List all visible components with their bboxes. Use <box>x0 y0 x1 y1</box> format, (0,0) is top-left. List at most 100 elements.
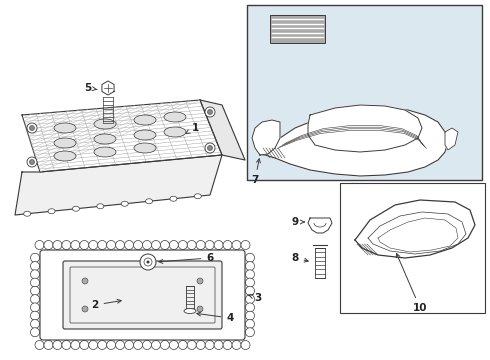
Circle shape <box>53 341 62 350</box>
Circle shape <box>232 341 241 350</box>
Circle shape <box>223 240 232 249</box>
Polygon shape <box>102 81 114 95</box>
Circle shape <box>29 159 34 165</box>
Bar <box>340 183 485 313</box>
Circle shape <box>245 278 254 287</box>
Polygon shape <box>445 128 458 150</box>
Circle shape <box>143 341 151 350</box>
Circle shape <box>245 294 254 303</box>
Ellipse shape <box>94 119 116 129</box>
Circle shape <box>29 126 34 131</box>
Circle shape <box>140 254 156 270</box>
Circle shape <box>98 240 107 249</box>
Circle shape <box>30 262 40 271</box>
Circle shape <box>187 240 196 249</box>
Bar <box>247 5 482 180</box>
Ellipse shape <box>195 194 201 199</box>
Text: 9: 9 <box>292 217 304 227</box>
Ellipse shape <box>94 147 116 157</box>
Polygon shape <box>15 155 222 215</box>
Ellipse shape <box>24 211 31 216</box>
Circle shape <box>196 240 205 249</box>
Circle shape <box>241 240 250 249</box>
Circle shape <box>196 341 205 350</box>
Ellipse shape <box>134 115 156 125</box>
Circle shape <box>205 143 215 153</box>
FancyBboxPatch shape <box>40 250 245 340</box>
Circle shape <box>160 240 170 249</box>
Circle shape <box>44 341 53 350</box>
Circle shape <box>197 278 203 284</box>
Ellipse shape <box>146 199 152 204</box>
Circle shape <box>30 253 40 262</box>
Circle shape <box>124 240 134 249</box>
Circle shape <box>133 341 143 350</box>
Circle shape <box>27 157 37 167</box>
Circle shape <box>30 278 40 287</box>
Circle shape <box>207 109 213 114</box>
Ellipse shape <box>73 206 79 211</box>
Circle shape <box>71 240 80 249</box>
Text: 4: 4 <box>197 312 234 323</box>
Circle shape <box>53 240 62 249</box>
Ellipse shape <box>97 204 104 209</box>
Polygon shape <box>308 105 422 152</box>
Circle shape <box>245 303 254 312</box>
Circle shape <box>232 240 241 249</box>
Circle shape <box>89 240 98 249</box>
Polygon shape <box>252 120 280 155</box>
Text: 3: 3 <box>249 293 262 303</box>
Ellipse shape <box>48 209 55 214</box>
Circle shape <box>30 286 40 295</box>
Circle shape <box>116 341 124 350</box>
Circle shape <box>107 240 116 249</box>
Circle shape <box>107 341 116 350</box>
Circle shape <box>151 240 160 249</box>
Circle shape <box>223 341 232 350</box>
Polygon shape <box>355 200 475 258</box>
Text: 7: 7 <box>251 159 260 185</box>
Circle shape <box>245 311 254 320</box>
Circle shape <box>214 240 223 249</box>
Circle shape <box>133 240 143 249</box>
Circle shape <box>143 240 151 249</box>
Circle shape <box>89 341 98 350</box>
Circle shape <box>71 341 80 350</box>
Circle shape <box>178 341 187 350</box>
Ellipse shape <box>54 138 76 148</box>
Circle shape <box>205 107 215 117</box>
Circle shape <box>245 319 254 328</box>
Circle shape <box>30 294 40 303</box>
Circle shape <box>35 240 44 249</box>
Circle shape <box>170 240 178 249</box>
Circle shape <box>30 270 40 279</box>
Polygon shape <box>22 100 222 172</box>
Circle shape <box>27 123 37 133</box>
Text: 6: 6 <box>159 253 214 264</box>
Circle shape <box>30 319 40 328</box>
Circle shape <box>197 306 203 312</box>
Circle shape <box>207 145 213 150</box>
FancyBboxPatch shape <box>63 261 222 329</box>
Ellipse shape <box>94 134 116 144</box>
Circle shape <box>62 341 71 350</box>
Circle shape <box>30 328 40 337</box>
Circle shape <box>35 341 44 350</box>
Bar <box>270 15 325 43</box>
Circle shape <box>82 278 88 284</box>
Polygon shape <box>200 100 245 160</box>
Circle shape <box>147 261 149 264</box>
Circle shape <box>245 270 254 279</box>
Circle shape <box>170 341 178 350</box>
Circle shape <box>30 311 40 320</box>
Circle shape <box>245 328 254 337</box>
Circle shape <box>178 240 187 249</box>
Circle shape <box>124 341 134 350</box>
Ellipse shape <box>134 130 156 140</box>
Circle shape <box>44 240 53 249</box>
Circle shape <box>62 240 71 249</box>
Polygon shape <box>308 218 332 233</box>
Circle shape <box>80 240 89 249</box>
Circle shape <box>245 262 254 271</box>
Ellipse shape <box>170 196 177 201</box>
